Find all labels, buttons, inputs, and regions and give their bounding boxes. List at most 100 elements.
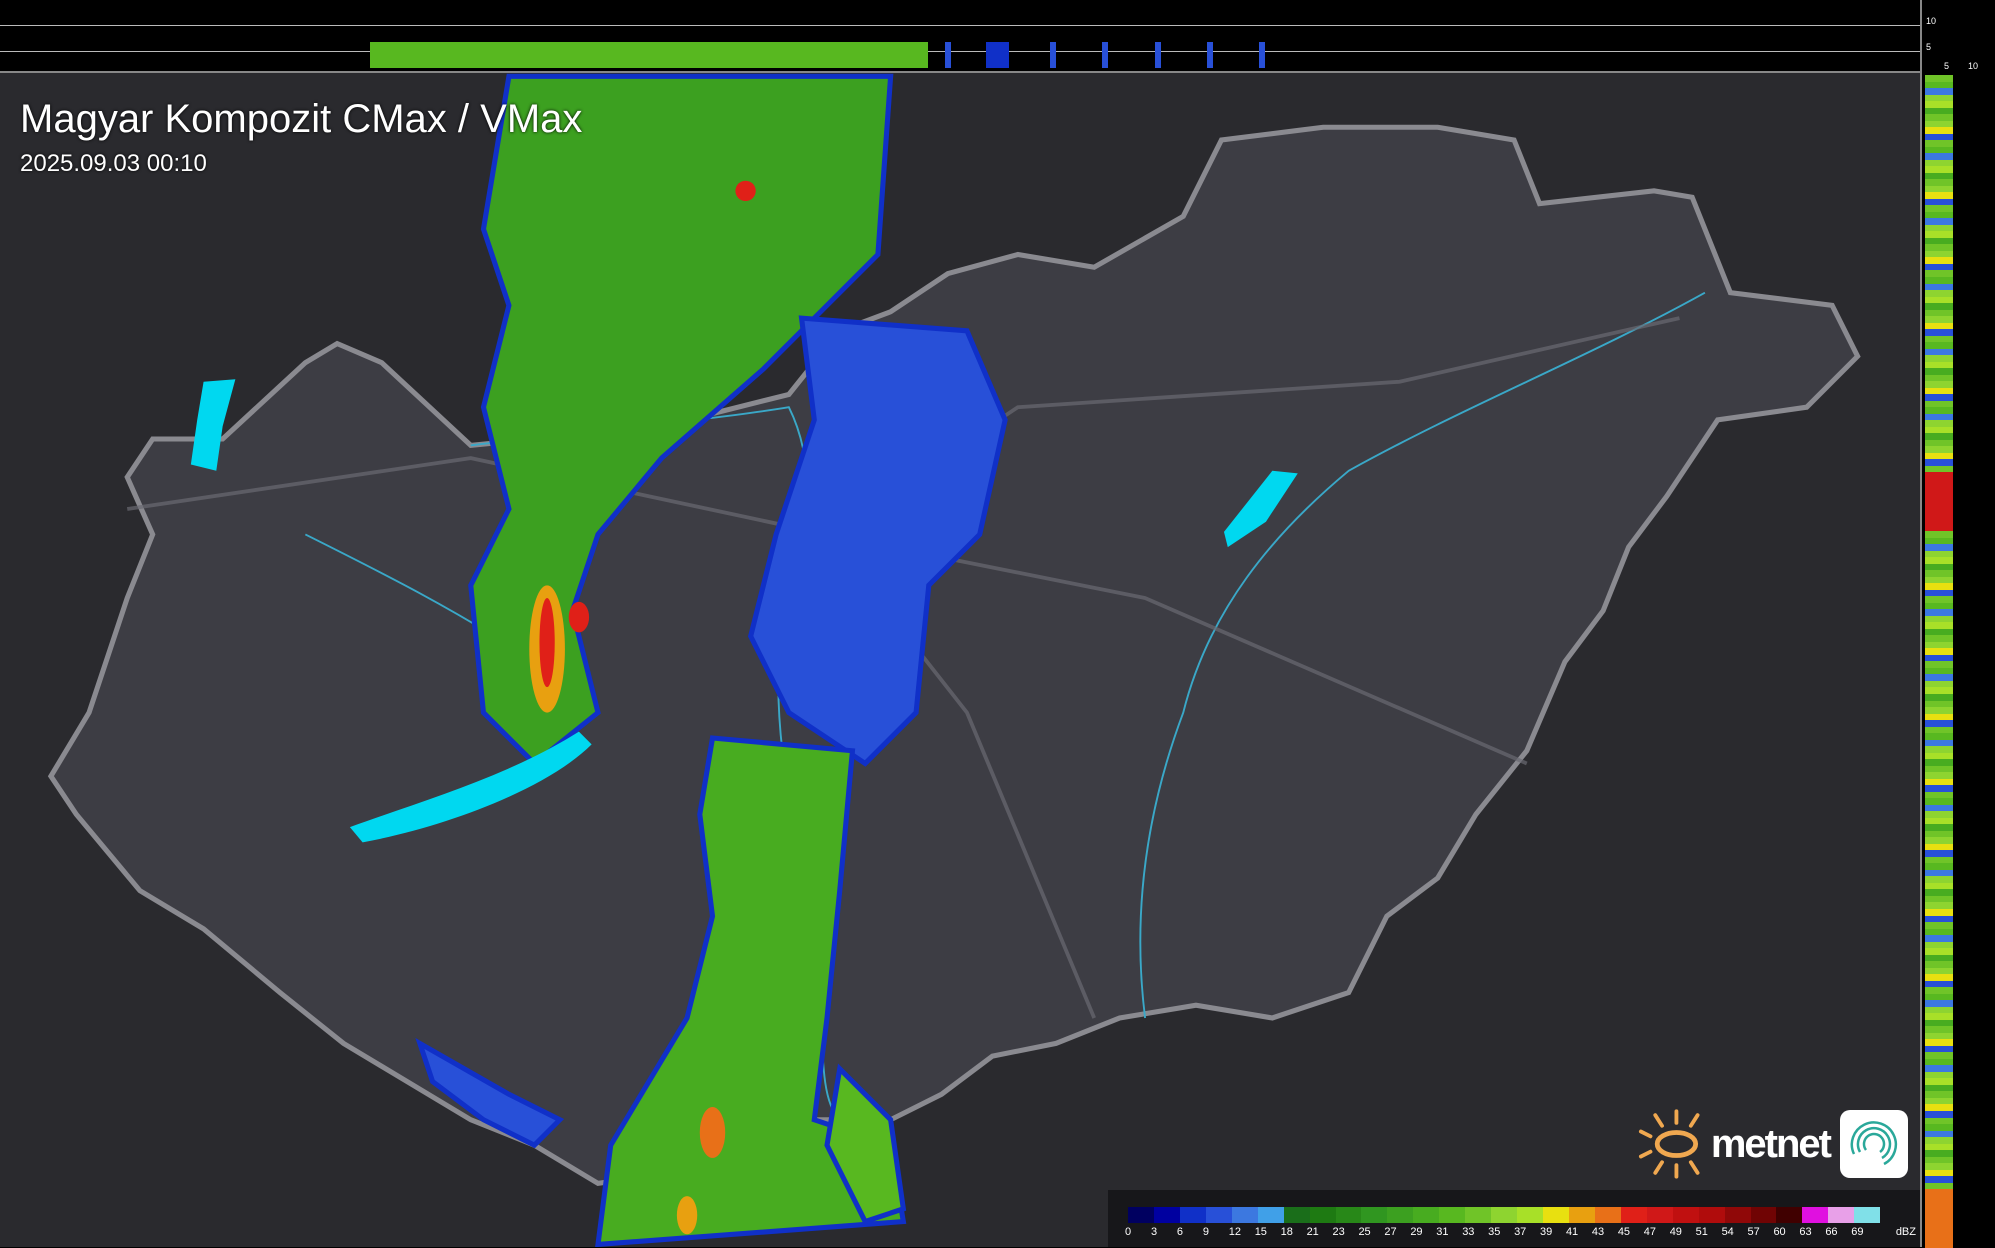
profile-cell (1925, 641, 1953, 649)
profile-cell (1925, 700, 1953, 708)
legend-swatch: 60 (1773, 1207, 1803, 1238)
profile-cell (1925, 680, 1953, 688)
profile-cell (433, 42, 440, 68)
profile-cell (881, 42, 888, 68)
profile-cell (1003, 42, 1010, 68)
profile-cell (1925, 290, 1953, 297)
profile-cell (474, 42, 481, 68)
height-gridline (0, 25, 1920, 26)
profile-cell (399, 42, 405, 68)
profile-cell (788, 42, 795, 68)
legend-label: 39 (1540, 1226, 1553, 1238)
profile-cell (736, 42, 742, 68)
profile-cell (1925, 478, 1953, 486)
legend-swatch: 21 (1307, 1207, 1336, 1238)
profile-cell (1294, 42, 1300, 68)
legend-label: 18 (1280, 1226, 1293, 1238)
profile-cell (1925, 1124, 1953, 1131)
profile-cell (858, 42, 865, 68)
profile-cell (742, 42, 748, 68)
profile-cell (1925, 179, 1953, 186)
radar-echoes (415, 73, 1008, 1247)
profile-cell (1925, 420, 1953, 427)
profile-cell (381, 42, 388, 68)
profile-cell (1925, 1241, 1953, 1248)
profile-cell (898, 42, 905, 68)
profile-cell (811, 42, 818, 68)
profile-cell (602, 42, 609, 68)
profile-cell (904, 42, 911, 68)
profile-cell (1925, 778, 1953, 786)
profile-cell (404, 42, 411, 68)
profile-cell (1925, 348, 1953, 356)
profile-cell (1925, 1137, 1953, 1144)
profile-cell (1154, 42, 1161, 68)
profile-cell (701, 42, 708, 68)
profile-cell (1925, 583, 1953, 590)
high-reflectivity-cores (529, 180, 756, 1235)
profile-cell (1925, 1019, 1953, 1027)
map-title: Magyar Kompozit CMax / VMax (20, 97, 583, 141)
profile-cell (1925, 133, 1953, 141)
profile-cell (1925, 276, 1953, 284)
profile-cell (1925, 107, 1953, 115)
profile-cell (1925, 140, 1953, 147)
legend-swatch: 49 (1670, 1207, 1699, 1238)
profile-cell (893, 42, 899, 68)
profile-cell (1925, 674, 1953, 681)
profile-cell (1925, 889, 1953, 896)
profile-cell (526, 42, 533, 68)
profile-cell (515, 42, 522, 68)
lake-tisza (1223, 470, 1298, 548)
profile-cell (1925, 850, 1953, 857)
profile-cell (1925, 733, 1953, 740)
profile-cell (1925, 550, 1953, 558)
legend-label: 33 (1462, 1226, 1475, 1238)
profile-cell (1925, 843, 1953, 851)
profile-cell (869, 42, 876, 68)
legend-label: 31 (1436, 1226, 1449, 1238)
legend-swatch: 18 (1281, 1207, 1310, 1238)
legend-label: 63 (1799, 1226, 1812, 1238)
profile-cell (1925, 759, 1953, 766)
profile-cell (1925, 1169, 1953, 1177)
profile-cell (1925, 1202, 1953, 1209)
profile-cell (480, 42, 487, 68)
profile-cell (1925, 185, 1953, 193)
profile-cell (1925, 1215, 1953, 1222)
legend-swatch: 66 (1825, 1207, 1855, 1238)
profile-cell (1925, 987, 1953, 994)
profile-cell (1925, 452, 1953, 460)
profile-cell (1925, 563, 1953, 571)
profile-cell (1925, 498, 1953, 506)
profile-cell (689, 42, 696, 68)
profile-cell (1925, 856, 1953, 864)
profile-cell (1925, 368, 1953, 375)
profile-cell (1925, 635, 1953, 642)
profile-cell (730, 42, 737, 68)
profile-cell (1925, 993, 1953, 1001)
profile-cell (561, 42, 568, 68)
profile-cell (1925, 218, 1953, 225)
profile-cell (1925, 81, 1953, 89)
profile-cell (1925, 205, 1953, 212)
profile-cell (1925, 1176, 1953, 1183)
profile-cell (649, 42, 655, 68)
profile-cell (1925, 492, 1953, 499)
profile-cell (1925, 394, 1953, 401)
top-profile-bars (370, 42, 1300, 68)
profile-cell (1925, 772, 1953, 779)
profile-cell (445, 42, 452, 68)
profile-cell (393, 42, 400, 68)
profile-cell (1925, 589, 1953, 597)
profile-cell (1925, 1084, 1953, 1092)
profile-cell (1925, 342, 1953, 349)
profile-cell (678, 42, 684, 68)
profile-cell (1925, 518, 1953, 525)
profile-cell (1925, 426, 1953, 434)
profile-cell (1925, 1032, 1953, 1040)
lake-balaton (349, 731, 592, 843)
legend-swatch: 25 (1358, 1207, 1388, 1238)
profile-cell (660, 42, 667, 68)
